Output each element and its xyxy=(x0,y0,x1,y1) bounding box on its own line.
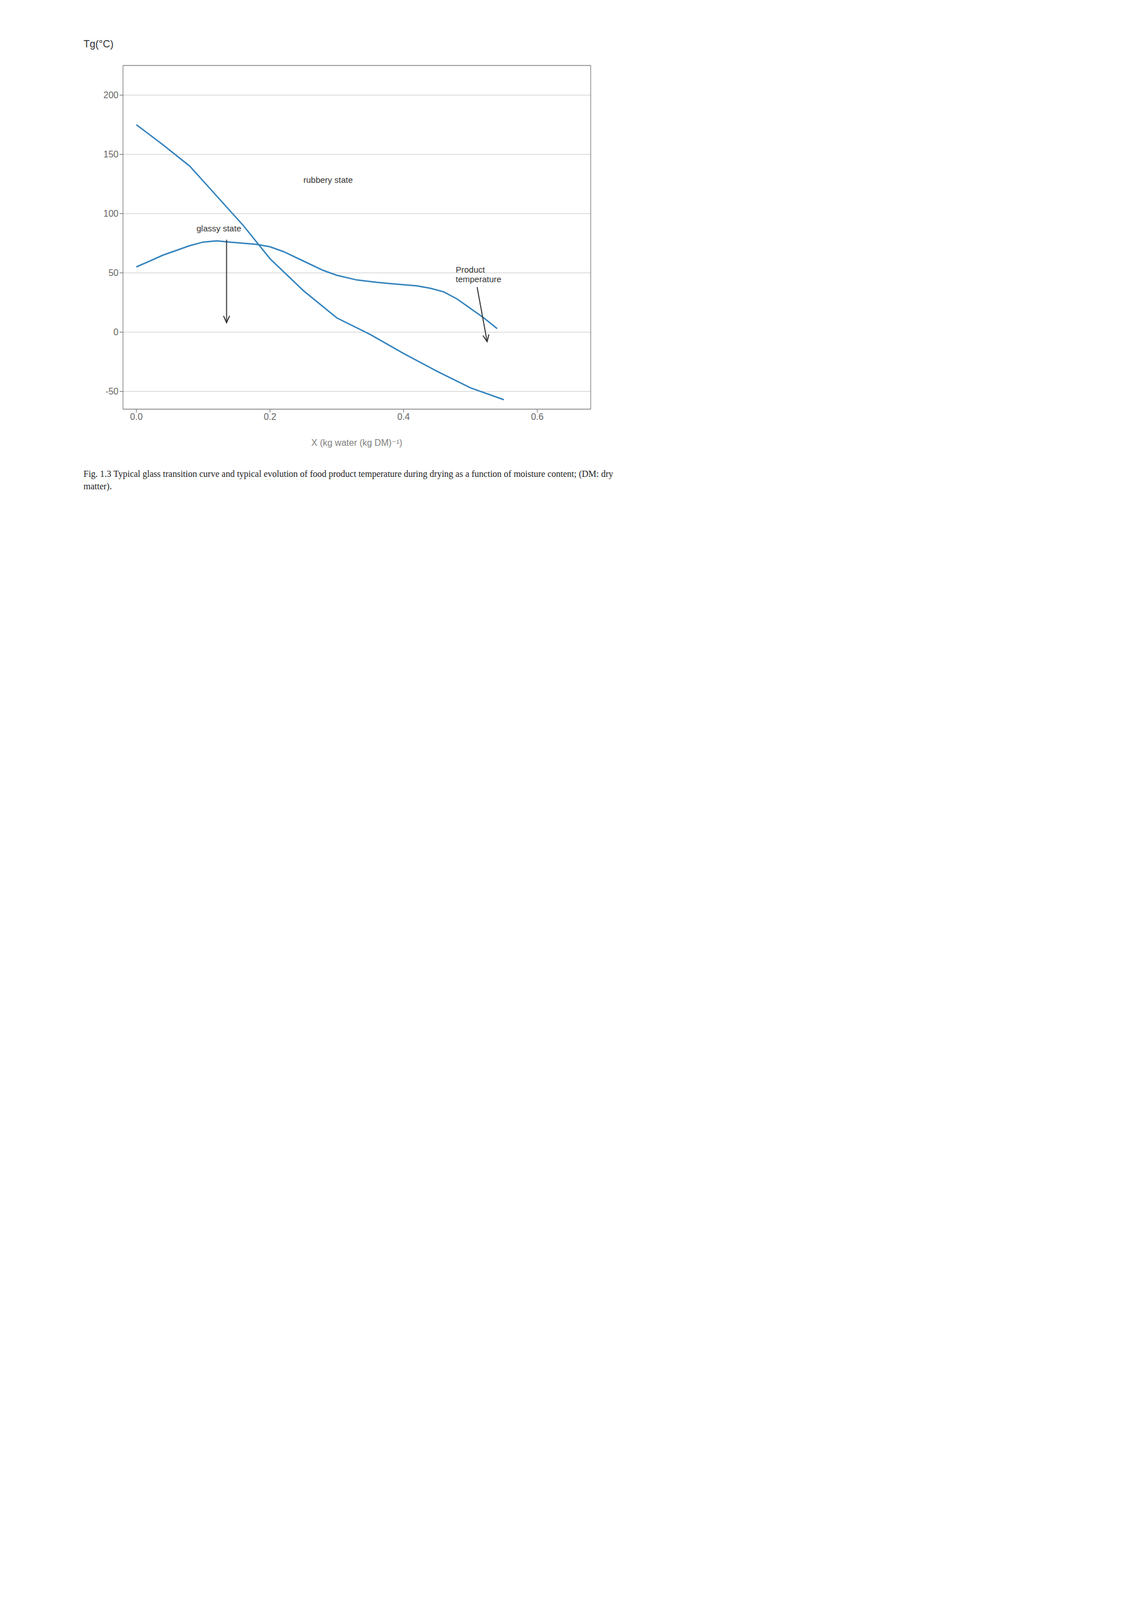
svg-text:0.0: 0.0 xyxy=(130,411,143,422)
svg-text:0.2: 0.2 xyxy=(263,411,276,422)
html-text:Tg(°C): Tg(°C) xyxy=(83,38,114,50)
html-text:Fig. 1.3 Typical glass transit: Fig. 1.3 Typical glass transition curve … xyxy=(83,468,614,492)
svg-text:-50: -50 xyxy=(105,386,119,397)
svg-text:150: 150 xyxy=(103,149,119,160)
svg-text:0: 0 xyxy=(113,327,119,337)
svg-text:X (kg water (kg DM)⁻¹): X (kg water (kg DM)⁻¹) xyxy=(311,437,403,448)
svg-text:100: 100 xyxy=(103,208,119,219)
svg-text:temperature: temperature xyxy=(455,274,502,284)
svg-text:0.4: 0.4 xyxy=(397,411,410,422)
svg-text:50: 50 xyxy=(108,267,119,278)
svg-text:rubbery state: rubbery state xyxy=(303,174,354,185)
svg-text:200: 200 xyxy=(103,90,119,100)
svg-text:Product: Product xyxy=(455,264,486,275)
svg-text:0.6: 0.6 xyxy=(530,411,544,422)
svg-text:glassy state: glassy state xyxy=(196,223,241,234)
